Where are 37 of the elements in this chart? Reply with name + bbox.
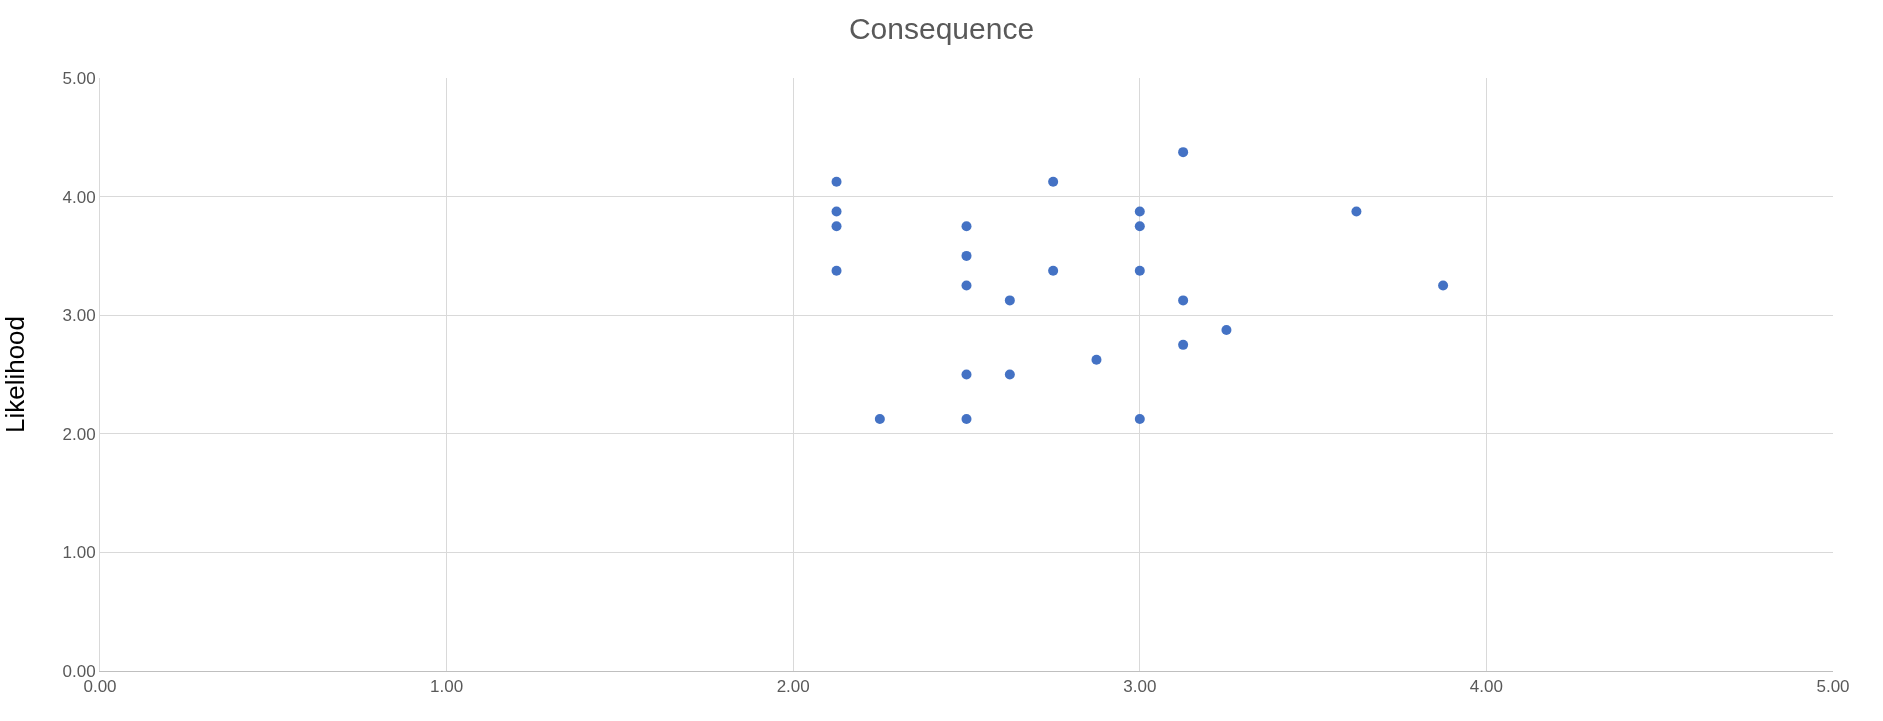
point bbox=[1048, 265, 1059, 276]
point bbox=[831, 265, 842, 276]
point bbox=[1438, 280, 1449, 291]
point bbox=[961, 369, 972, 380]
y-tick-label: 2.00 bbox=[62, 424, 96, 444]
chart-title: Consequence bbox=[848, 12, 1035, 46]
point bbox=[961, 250, 972, 261]
point bbox=[961, 221, 972, 232]
point bbox=[1091, 354, 1102, 365]
point bbox=[1134, 265, 1145, 276]
y-tick-label: 1.00 bbox=[62, 543, 96, 563]
point bbox=[1048, 176, 1059, 187]
x-tick-label: 3.00 bbox=[1123, 677, 1157, 697]
point bbox=[961, 280, 972, 291]
point bbox=[831, 176, 842, 187]
point bbox=[1178, 339, 1189, 350]
point bbox=[1178, 295, 1189, 306]
point bbox=[1004, 369, 1015, 380]
point bbox=[1178, 147, 1189, 158]
y-axis-title: Likelihood bbox=[0, 315, 30, 434]
x-tick-label: 4.00 bbox=[1469, 677, 1503, 697]
y-tick-label: 3.00 bbox=[62, 306, 96, 326]
point bbox=[961, 413, 972, 424]
point bbox=[1351, 206, 1362, 217]
point bbox=[831, 221, 842, 232]
point bbox=[1134, 221, 1145, 232]
x-tick-label: 2.00 bbox=[776, 677, 810, 697]
point bbox=[1134, 206, 1145, 217]
x-tick-label: 5.00 bbox=[1816, 677, 1850, 697]
point bbox=[1221, 325, 1232, 336]
point bbox=[1004, 295, 1015, 306]
y-tick-label: 4.00 bbox=[62, 187, 96, 207]
point bbox=[874, 413, 885, 424]
y-tick-label: 5.00 bbox=[62, 68, 96, 88]
x-tick-label: 1.00 bbox=[430, 677, 464, 697]
point bbox=[831, 206, 842, 217]
point bbox=[1134, 413, 1145, 424]
